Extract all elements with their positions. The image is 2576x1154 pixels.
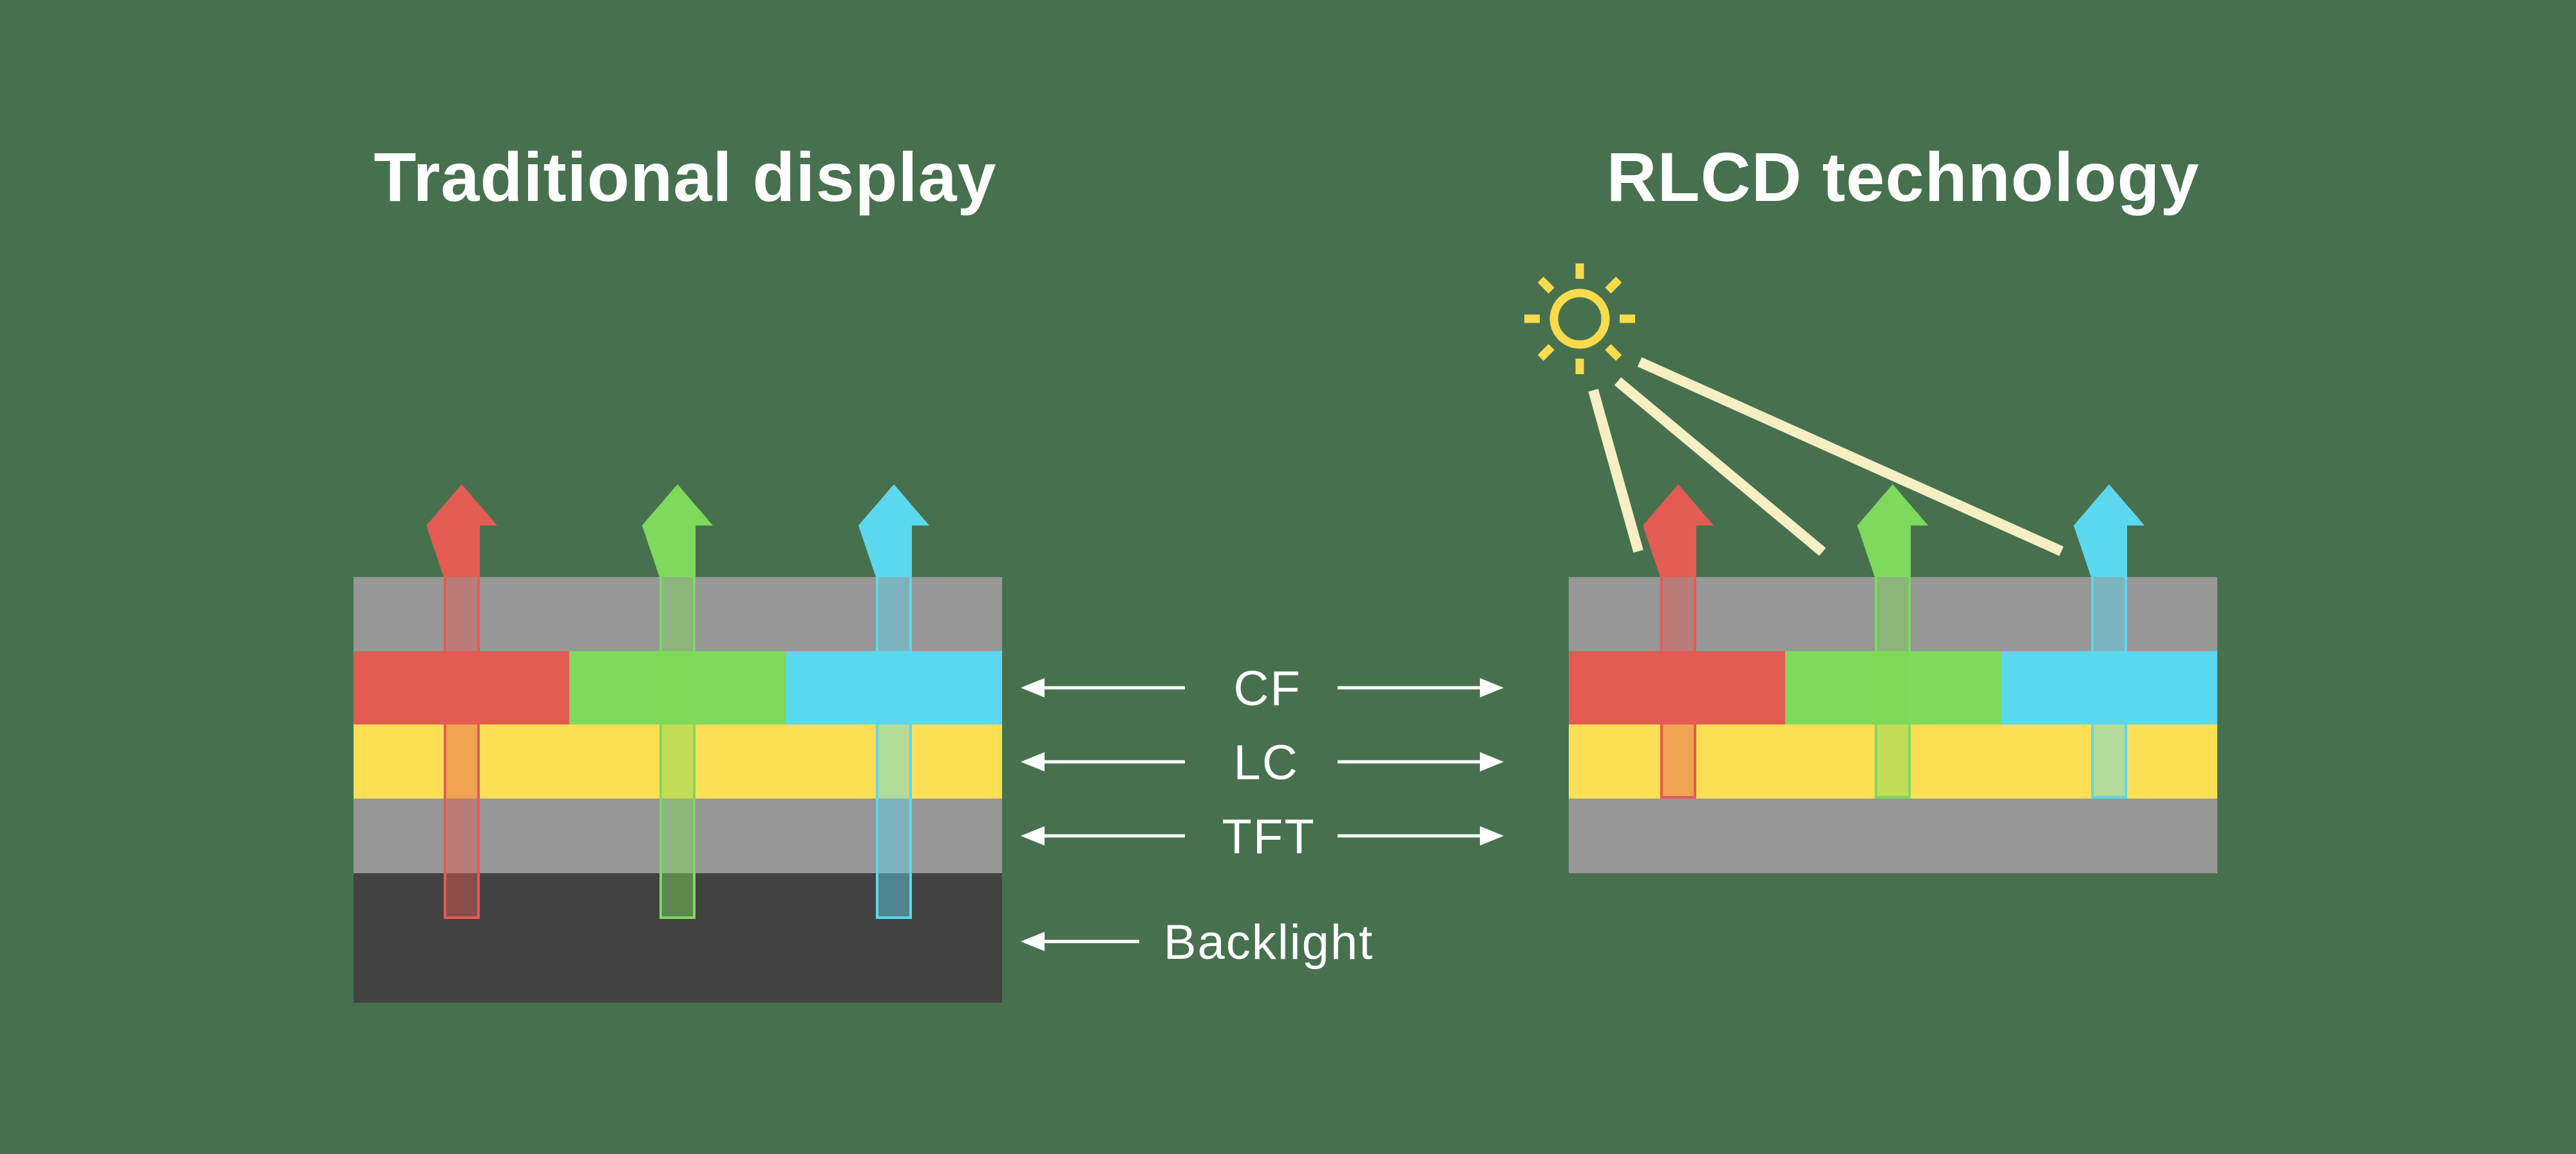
right-red-light-shaft <box>1660 577 1696 799</box>
left-lc-layer <box>354 724 1002 799</box>
sun-icon <box>1524 263 1635 374</box>
lc-label: LC <box>1233 735 1298 790</box>
left-light-arrows <box>426 484 929 919</box>
tft-right-arrowhead <box>1480 826 1504 846</box>
left-cf-blue-segment <box>786 651 1002 724</box>
cf-right-arrowhead <box>1480 678 1504 697</box>
left-tft-layer <box>354 799 1002 873</box>
label-row-tft: TFT <box>1021 809 1504 864</box>
left-blue-arrow <box>858 484 929 577</box>
backlight-left-arrowhead <box>1021 932 1045 951</box>
title-traditional-display: Traditional display <box>374 138 996 216</box>
right-glass-layer <box>1569 577 2217 651</box>
left-green-light-shaft <box>659 577 696 919</box>
left-backlight-layer <box>354 873 1002 1003</box>
right-green-light-shaft <box>1875 577 1911 799</box>
right-blue-arrow <box>2074 484 2145 577</box>
right-red-arrow <box>1643 484 1714 577</box>
label-row-backlight: Backlight <box>1021 915 1374 970</box>
backlight-label: Backlight <box>1164 915 1374 970</box>
right-light-arrows <box>1643 484 2145 799</box>
left-red-light-shaft <box>444 577 480 919</box>
rlcd-stack <box>1569 577 2217 873</box>
label-row-cf: CF <box>1021 661 1504 716</box>
tft-left-arrowhead <box>1021 826 1045 846</box>
lc-left-arrowhead <box>1021 752 1045 771</box>
right-blue-light-shaft <box>2091 577 2127 799</box>
left-blue-light-shaft <box>876 577 912 919</box>
right-tft-layer <box>1569 799 2217 873</box>
sun-rays <box>1524 263 1635 374</box>
sun-beam-to-red-arrow <box>1588 388 1643 553</box>
right-green-arrow <box>1857 484 1928 577</box>
right-lc-layer <box>1569 724 2217 799</box>
left-cf-green-segment <box>569 651 786 724</box>
title-rlcd-technology: RLCD technology <box>1607 138 2200 216</box>
traditional-display-stack <box>354 577 1002 1003</box>
right-cf-green-segment <box>1785 651 2001 724</box>
left-red-arrow <box>426 484 497 577</box>
lc-right-arrowhead <box>1480 752 1504 771</box>
sun-beams <box>1588 357 2064 556</box>
left-cf-red-segment <box>354 651 569 724</box>
tft-label: TFT <box>1222 809 1315 864</box>
left-glass-layer <box>354 577 1002 651</box>
cf-left-arrowhead <box>1021 678 1045 697</box>
sun-beam-to-green-arrow <box>1614 377 1826 556</box>
sun-circle <box>1549 288 1610 349</box>
label-row-lc: LC <box>1021 735 1504 790</box>
right-cf-blue-segment <box>2001 651 2217 724</box>
left-green-arrow <box>642 484 713 577</box>
cf-label: CF <box>1233 661 1301 716</box>
sun-beam-to-blue-arrow <box>1637 357 2064 556</box>
right-cf-red-segment <box>1569 651 1785 724</box>
